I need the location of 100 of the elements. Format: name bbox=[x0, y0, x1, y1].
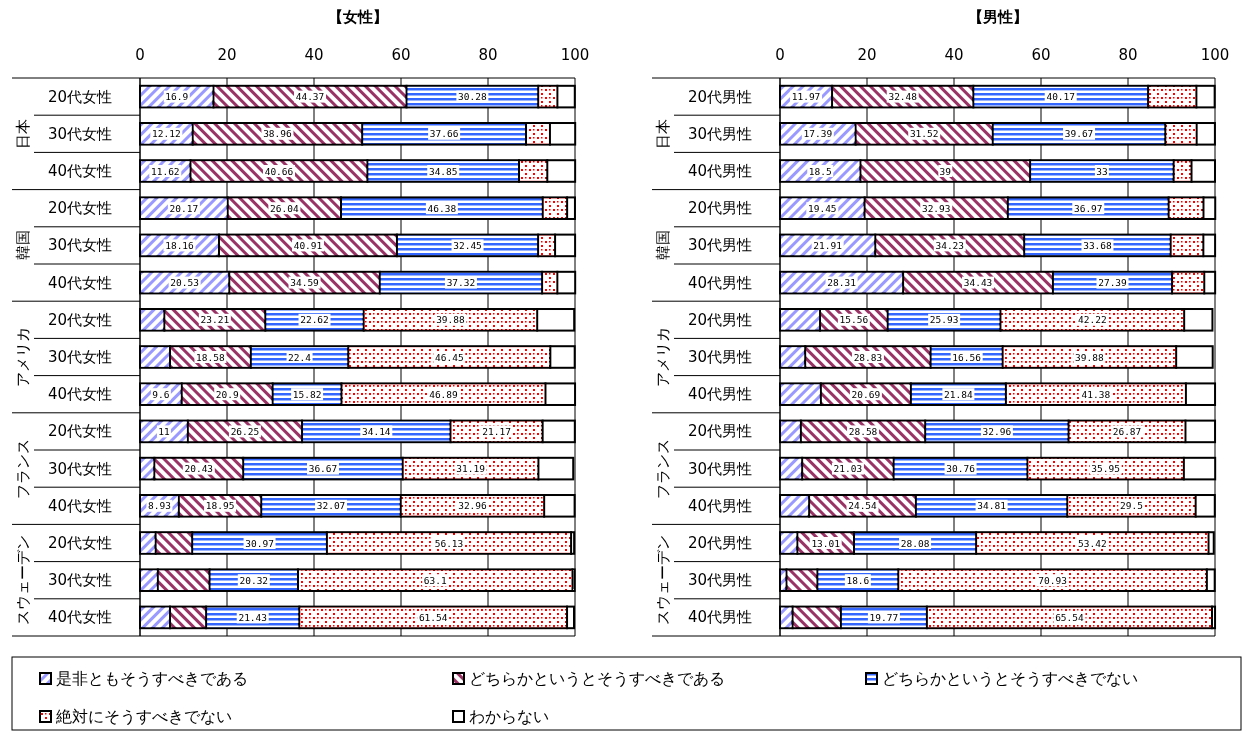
data-label: 20.9 bbox=[215, 388, 239, 400]
data-label: 34.43 bbox=[963, 277, 993, 289]
data-label: 11.97 bbox=[791, 91, 821, 103]
x-tick-label: 40 bbox=[944, 46, 964, 64]
data-label: 20.32 bbox=[239, 574, 269, 586]
y-tick-label: 40代女性 bbox=[47, 162, 113, 180]
legend-label: 是非ともそうすべきである bbox=[56, 669, 248, 688]
data-label: 30.97 bbox=[245, 537, 274, 549]
data-label: 70.93 bbox=[1038, 574, 1067, 586]
data-label: 18.16 bbox=[165, 239, 195, 251]
data-label: 21.91 bbox=[813, 239, 843, 251]
data-label: 32.07 bbox=[316, 500, 346, 512]
data-label: 18.58 bbox=[196, 351, 225, 363]
y-tick-label: 40代女性 bbox=[47, 496, 113, 515]
text: 韓国 bbox=[14, 230, 32, 261]
x-tick-label: 0 bbox=[775, 46, 785, 64]
data-label: 65.54 bbox=[1055, 611, 1085, 623]
data-label: 31.19 bbox=[456, 463, 486, 475]
data-label: 53.42 bbox=[1078, 537, 1107, 549]
x-tick-label: 80 bbox=[478, 46, 498, 64]
data-label: 26.25 bbox=[230, 425, 260, 437]
legend-label: どちらかというとそうすべきである bbox=[469, 669, 725, 688]
data-label: 38.96 bbox=[263, 128, 293, 140]
data-label: 23.21 bbox=[200, 314, 230, 326]
data-label: 21.84 bbox=[944, 388, 973, 400]
x-tick-label: 80 bbox=[1118, 46, 1138, 64]
data-label: 35.95 bbox=[1091, 463, 1120, 475]
x-tick-label: 60 bbox=[1031, 46, 1051, 64]
y-tick-label: 40代男性 bbox=[687, 496, 753, 515]
y-tick-label: 30代女性 bbox=[47, 348, 113, 366]
data-label: 29.5 bbox=[1120, 500, 1143, 512]
legend-label: どちらかというとそうすべきでない bbox=[882, 669, 1138, 688]
data-label: 56.13 bbox=[434, 537, 464, 549]
data-label: 11 bbox=[158, 425, 170, 437]
data-label: 20.43 bbox=[184, 463, 214, 475]
y-tick-label: 20代男性 bbox=[687, 199, 753, 218]
data-label: 20.17 bbox=[169, 202, 199, 214]
y-tick-label: 30代男性 bbox=[687, 571, 753, 590]
data-label: 18.5 bbox=[808, 165, 832, 177]
data-label: 28.58 bbox=[848, 425, 878, 437]
y-tick-label: 30代男性 bbox=[687, 236, 753, 255]
data-label: 32.93 bbox=[921, 202, 951, 214]
x-tick-label: 0 bbox=[135, 46, 145, 64]
data-label: 32.96 bbox=[982, 425, 1012, 437]
y-tick-label: 30代男性 bbox=[687, 348, 753, 366]
data-label: 34.23 bbox=[935, 239, 965, 251]
y-tick-label: 20代女性 bbox=[47, 422, 113, 441]
data-label: 34.81 bbox=[977, 500, 1007, 512]
data-label: 41.38 bbox=[1081, 388, 1111, 400]
data-label: 17.39 bbox=[803, 128, 833, 140]
data-label: 22.4 bbox=[288, 351, 312, 363]
data-label: 13.01 bbox=[811, 537, 841, 549]
data-label: 22.62 bbox=[300, 314, 329, 326]
data-label: 40.66 bbox=[264, 165, 294, 177]
data-label: 19.45 bbox=[808, 202, 837, 214]
data-label: 26.87 bbox=[1112, 425, 1142, 437]
y-tick-label: 20代男性 bbox=[687, 534, 753, 552]
x-tick-label: 40 bbox=[304, 46, 324, 64]
data-label: 12.12 bbox=[152, 128, 181, 140]
data-label: 21.03 bbox=[833, 463, 863, 475]
data-label: 28.31 bbox=[827, 277, 857, 289]
legend-label: わからない bbox=[469, 707, 549, 726]
x-tick-label: 20 bbox=[217, 46, 237, 64]
data-label: 20.53 bbox=[170, 277, 199, 289]
y-tick-label: 20代女性 bbox=[47, 87, 113, 106]
y-tick-label: 30代女性 bbox=[47, 571, 113, 590]
data-label: 34.14 bbox=[361, 425, 391, 437]
data-label: 37.32 bbox=[446, 277, 476, 289]
y-tick-label: 40代女性 bbox=[47, 608, 113, 627]
data-label: 21.17 bbox=[482, 425, 511, 437]
text: スウェーデン bbox=[654, 535, 672, 626]
data-label: 15.56 bbox=[839, 314, 869, 326]
y-tick-label: 40代男性 bbox=[687, 385, 753, 404]
y-tick-label: 40代男性 bbox=[687, 273, 753, 292]
y-tick-label: 30代男性 bbox=[687, 124, 753, 143]
text: 日本 bbox=[654, 118, 672, 149]
data-label: 30.76 bbox=[946, 463, 976, 475]
data-label: 18.95 bbox=[205, 500, 235, 512]
chart-title: 【女性】 bbox=[327, 8, 388, 26]
data-label: 28.08 bbox=[900, 537, 930, 549]
data-label: 8.93 bbox=[147, 500, 171, 512]
text: 韓国 bbox=[654, 230, 672, 261]
y-tick-label: 20代女性 bbox=[47, 534, 113, 552]
data-label: 34.59 bbox=[290, 277, 320, 289]
x-tick-label: 60 bbox=[391, 46, 411, 64]
y-tick-label: 20代女性 bbox=[47, 199, 113, 218]
data-label: 33.68 bbox=[1083, 239, 1113, 251]
x-tick-label: 100 bbox=[560, 46, 590, 64]
data-label: 27.39 bbox=[1098, 277, 1128, 289]
data-label: 39.88 bbox=[436, 314, 466, 326]
data-label: 44.37 bbox=[295, 91, 325, 103]
y-tick-label: 20代男性 bbox=[687, 87, 753, 106]
data-label: 40.91 bbox=[293, 239, 323, 251]
x-tick-label: 100 bbox=[1200, 46, 1230, 64]
data-label: 46.89 bbox=[429, 388, 459, 400]
y-tick-label: 40代女性 bbox=[47, 385, 113, 404]
data-label: 32.96 bbox=[458, 500, 488, 512]
data-label: 16.9 bbox=[165, 91, 189, 103]
data-label: 36.67 bbox=[308, 463, 338, 475]
data-label: 9.6 bbox=[152, 388, 170, 400]
